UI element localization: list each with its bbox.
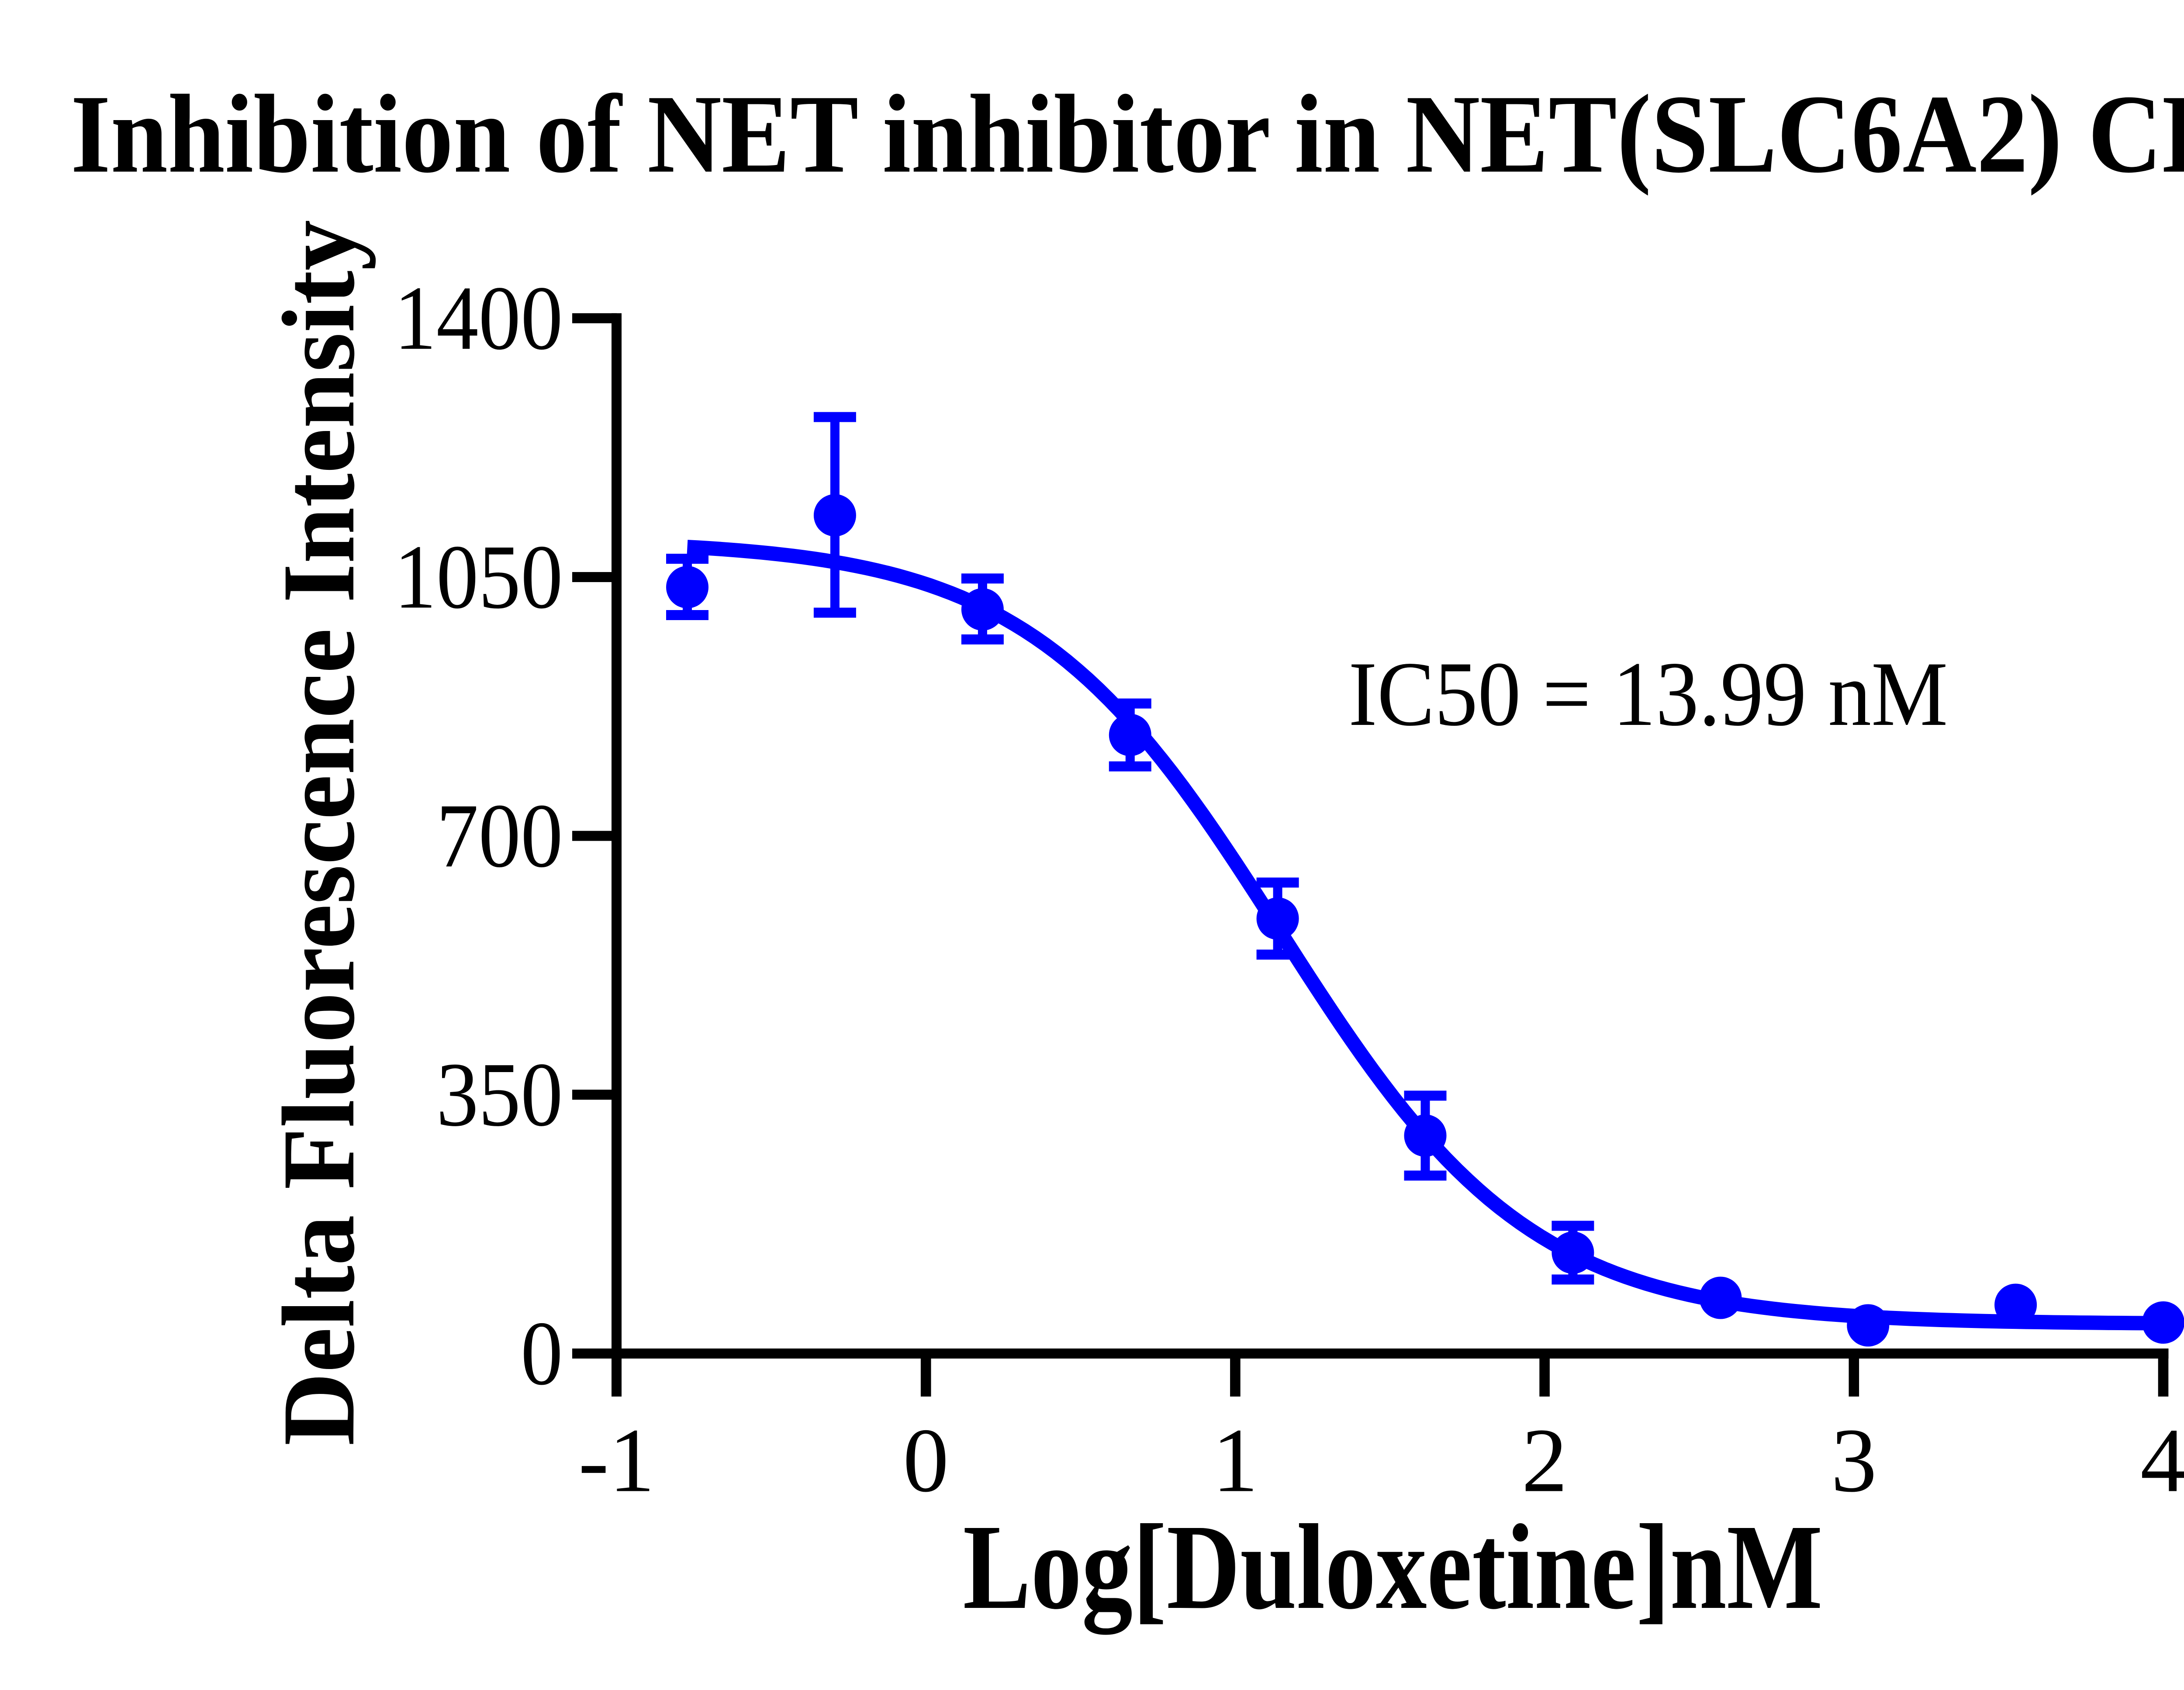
svg-text:350: 350 [436,1043,563,1145]
svg-text:Delta Fluorescence Intensity: Delta Fluorescence Intensity [261,220,376,1446]
svg-text:1400: 1400 [394,267,563,369]
svg-text:0: 0 [903,1410,949,1511]
svg-text:1: 1 [1212,1410,1258,1511]
svg-text:Inhibition of NET inhibitor in: Inhibition of NET inhibitor in NET(SLC6A… [71,72,2184,197]
svg-text:-1: -1 [578,1410,655,1511]
svg-text:1050: 1050 [394,526,563,628]
svg-text:700: 700 [436,785,563,886]
svg-text:4: 4 [2140,1410,2184,1511]
svg-text:IC50 = 13.99 nM: IC50 = 13.99 nM [1348,643,1948,745]
svg-text:2: 2 [1522,1410,1568,1511]
svg-text:Log[Duloxetine]nM: Log[Duloxetine]nM [963,1499,1822,1636]
svg-text:3: 3 [1831,1410,1877,1511]
svg-text:0: 0 [521,1302,563,1404]
